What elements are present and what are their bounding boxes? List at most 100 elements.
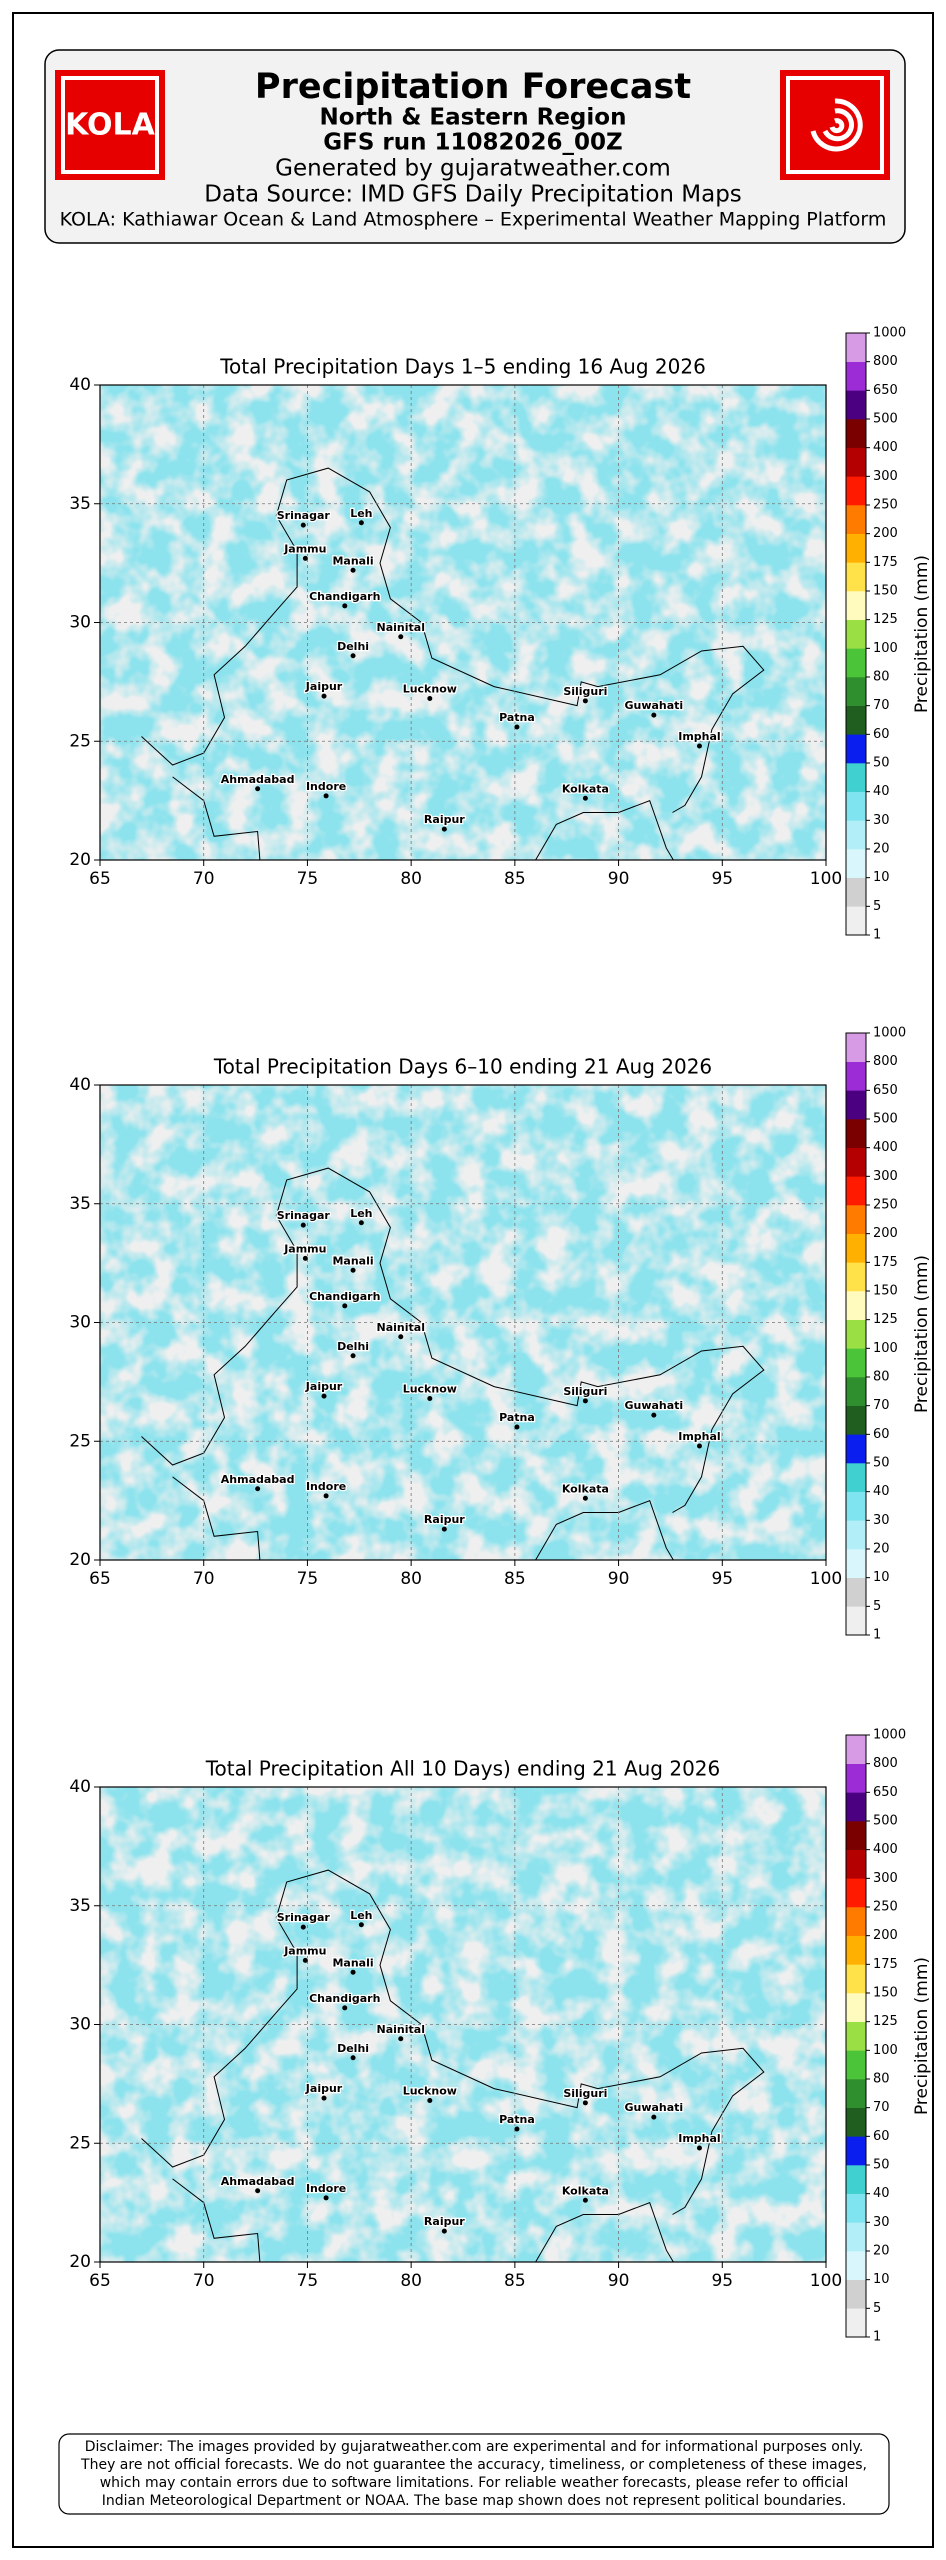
city-label: Leh xyxy=(350,1909,372,1922)
city-dot xyxy=(323,793,329,799)
city-label: Nainital xyxy=(377,2023,425,2036)
colorbar-swatch xyxy=(846,906,866,936)
x-tick-label: 100 xyxy=(810,2271,842,2291)
y-tick-label: 35 xyxy=(69,1194,91,1214)
map-panel: Total Precipitation Days 6–10 ending 21 … xyxy=(69,1026,932,1643)
colorbar-swatch xyxy=(846,1935,866,1965)
colorbar-label: 5 xyxy=(873,2301,881,2316)
disclaimer-line: which may contain errors due to software… xyxy=(100,2475,849,2491)
city-label: Leh xyxy=(350,507,372,520)
colorbar-label: 800 xyxy=(873,1756,898,1771)
colorbar-swatch xyxy=(846,1520,866,1550)
city-label: Lucknow xyxy=(403,2085,457,2098)
city-dot xyxy=(302,1957,308,1963)
colorbar-label: 250 xyxy=(873,1198,898,1213)
colorbar-swatch xyxy=(846,1434,866,1464)
colorbar-label: 300 xyxy=(873,1169,898,1184)
map-panel: Total Precipitation Days 1–5 ending 16 A… xyxy=(69,326,932,943)
city-label: Lucknow xyxy=(403,1383,457,1396)
colorbar-swatch xyxy=(846,849,866,878)
y-tick-label: 25 xyxy=(69,2133,91,2153)
colorbar-swatch xyxy=(846,1491,866,1521)
colorbar-swatch xyxy=(846,476,866,506)
city-label: Guwahati xyxy=(624,1399,683,1412)
colorbar-swatch xyxy=(846,1964,866,1994)
colorbar-swatch xyxy=(846,2107,866,2137)
colorbar-swatch xyxy=(846,1993,866,2022)
colorbar-swatch xyxy=(846,1792,866,1822)
city-dot xyxy=(358,1220,364,1226)
colorbar-swatch xyxy=(846,734,866,764)
city-label: Raipur xyxy=(424,1513,465,1526)
city-dot xyxy=(255,2188,261,2194)
colorbar-swatch xyxy=(846,2308,866,2338)
colorbar-label: 60 xyxy=(873,2129,890,2144)
colorbar-label: 400 xyxy=(873,1140,898,1155)
city-label: Siliguri xyxy=(563,2087,607,2100)
colorbar-label: 40 xyxy=(873,1484,890,1499)
axes-frame xyxy=(99,1786,827,2263)
colorbar-swatch xyxy=(846,1763,866,1793)
y-tick-label: 25 xyxy=(69,1431,91,1451)
x-tick-label: 95 xyxy=(711,869,733,889)
colorbar-label: 200 xyxy=(873,526,898,541)
x-tick-label: 65 xyxy=(89,869,111,889)
colorbar-swatch xyxy=(846,2136,866,2166)
colorbar-title: Precipitation (mm) xyxy=(912,1957,932,2115)
city-label: Ahmadabad xyxy=(221,1473,295,1486)
city-dot xyxy=(255,786,261,792)
colorbar-label: 5 xyxy=(873,899,881,914)
colorbar-label: 800 xyxy=(873,1054,898,1069)
colorbar-swatch xyxy=(846,2193,866,2223)
logo-text: KOLA xyxy=(65,108,156,143)
city-dot xyxy=(651,712,657,718)
colorbar-label: 40 xyxy=(873,784,890,799)
colorbar-swatch xyxy=(846,1377,866,1406)
map-title: Total Precipitation Days 6–10 ending 21 … xyxy=(213,1055,712,1079)
colorbar-swatch xyxy=(846,877,866,907)
x-tick-label: 65 xyxy=(89,1569,111,1589)
city-dot xyxy=(696,1443,702,1449)
city-dot xyxy=(321,1393,327,1399)
colorbar-swatch xyxy=(846,591,866,620)
colorbar-label: 20 xyxy=(873,1542,890,1557)
colorbar-label: 400 xyxy=(873,440,898,455)
colorbar-swatch xyxy=(846,1319,866,1349)
city-dot xyxy=(300,1222,306,1228)
colorbar-label: 1000 xyxy=(873,1026,906,1041)
colorbar-swatch xyxy=(846,333,866,362)
city-dot xyxy=(350,1969,356,1975)
colorbar-label: 1 xyxy=(873,2330,881,2345)
city-label: Delhi xyxy=(337,640,369,653)
colorbar-label: 1 xyxy=(873,928,881,943)
city-label: Ahmadabad xyxy=(221,773,295,786)
colorbar-swatch xyxy=(846,1262,866,1292)
coastline xyxy=(172,1476,674,1560)
map-panel: Total Precipitation All 10 Days) ending … xyxy=(69,1728,932,2345)
city-dot xyxy=(441,826,447,832)
y-tick-label: 40 xyxy=(69,1075,91,1095)
header-region: North & Eastern Region xyxy=(320,105,627,131)
colorbar-swatch xyxy=(846,763,866,792)
city-label: Patna xyxy=(499,711,535,724)
colorbar-frame xyxy=(845,1032,867,1636)
city-dot xyxy=(300,1924,306,1930)
city-label: Manali xyxy=(332,554,373,567)
x-tick-label: 70 xyxy=(193,2271,215,2291)
colorbar-swatch xyxy=(846,1735,866,1764)
city-dot xyxy=(582,698,588,704)
city-label: Raipur xyxy=(424,813,465,826)
colorbar-swatch xyxy=(846,1348,866,1378)
city-dot xyxy=(255,1486,261,1492)
colorbar-swatch xyxy=(846,1291,866,1320)
colorbar-label: 80 xyxy=(873,1370,890,1385)
colorbar-label: 250 xyxy=(873,1900,898,1915)
x-tick-label: 90 xyxy=(608,2271,630,2291)
city-label: Chandigarh xyxy=(309,590,380,603)
colorbar-label: 30 xyxy=(873,813,890,828)
colorbar-swatch xyxy=(846,419,866,448)
city-label: Indore xyxy=(306,1480,346,1493)
city-dot xyxy=(342,603,348,609)
colorbar-swatch xyxy=(846,1907,866,1936)
colorbar-swatch xyxy=(846,2079,866,2108)
